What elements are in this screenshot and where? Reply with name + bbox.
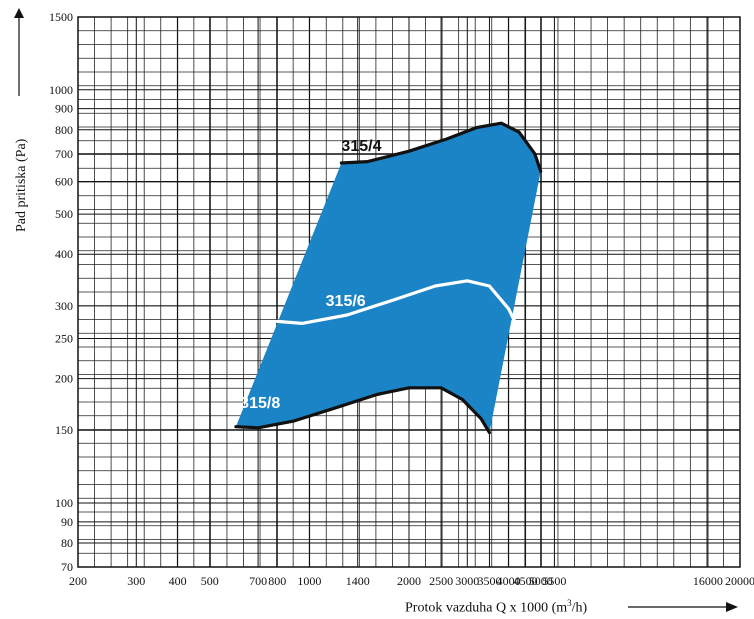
x-tick-label: 5500 bbox=[542, 574, 566, 588]
x-tick-label: 2500 bbox=[429, 574, 453, 588]
series-label-315-8: 315/8 bbox=[240, 395, 280, 412]
y-tick-label: 200 bbox=[55, 372, 73, 386]
y-tick-label: 90 bbox=[61, 515, 73, 529]
series-label-315-4: 315/4 bbox=[341, 138, 381, 155]
x-axis-title-sup: 3 bbox=[567, 598, 572, 608]
x-tick-label: 16000 bbox=[693, 574, 723, 588]
y-tick-label: 80 bbox=[61, 536, 73, 550]
y-tick-label: 800 bbox=[55, 123, 73, 137]
operating-area bbox=[235, 123, 541, 433]
operating-area-fill bbox=[235, 123, 541, 433]
y-tick-label: 400 bbox=[55, 247, 73, 261]
y-tick-label: 150 bbox=[55, 423, 73, 437]
x-tick-label: 400 bbox=[169, 574, 187, 588]
x-axis-title-main: Protok vazduha Q x 1000 (m bbox=[405, 600, 568, 616]
x-axis-arrow-icon bbox=[628, 602, 738, 612]
x-tick-labels: 200 300 400 500 700 800 1000 1400 2000 2500 300035… bbox=[69, 574, 754, 588]
x-tick-label: 800 bbox=[268, 574, 286, 588]
y-tick-labels: 70 80 90 100 150 200 250 300 400 500 600 700 800 900 1… bbox=[49, 10, 73, 574]
series-line-315-6 bbox=[275, 279, 521, 332]
series-layer bbox=[234, 121, 543, 435]
x-tick-label: 20000 bbox=[725, 574, 754, 588]
series-label-315-6: 315/6 bbox=[326, 293, 366, 310]
x-tick-label: 200 bbox=[69, 574, 87, 588]
y-axis-arrow-icon bbox=[14, 8, 24, 96]
x-tick-label: 3500 bbox=[477, 574, 501, 588]
plot-frame bbox=[77, 16, 741, 568]
x-tick-label: 3000 bbox=[455, 574, 479, 588]
y-tick-label: 500 bbox=[55, 207, 73, 221]
x-axis-title: Protok vazduha Q x 1000 (m3/h) bbox=[405, 598, 587, 617]
plot-border bbox=[77, 16, 741, 568]
x-tick-label: 1000 bbox=[297, 574, 321, 588]
y-tick-label: 250 bbox=[55, 332, 73, 346]
y-tick-label: 70 bbox=[61, 560, 73, 574]
y-tick-label: 700 bbox=[55, 147, 73, 161]
y-tick-label: 900 bbox=[55, 102, 73, 116]
series-line-315-4 bbox=[339, 121, 543, 173]
x-tick-label: 5000 bbox=[529, 574, 553, 588]
x-tick-label: 4000 bbox=[497, 574, 521, 588]
series-labels: 315/4 315/6 315/8 bbox=[240, 138, 381, 412]
y-axis-title: Pad pritiska (Pa) bbox=[14, 138, 29, 232]
y-tick-label: 1500 bbox=[49, 10, 73, 24]
x-tick-label: 1400 bbox=[346, 574, 370, 588]
x-tick-label: 2000 bbox=[397, 574, 421, 588]
x-tick-label: 4500 bbox=[514, 574, 538, 588]
y-tick-label: 100 bbox=[55, 496, 73, 510]
series-line-315-8 bbox=[234, 386, 491, 435]
y-tick-label: 300 bbox=[55, 299, 73, 313]
x-tick-label: 700 bbox=[249, 574, 267, 588]
x-tick-label: 500 bbox=[201, 574, 219, 588]
y-tick-label: 1000 bbox=[49, 83, 73, 97]
x-axis-title-tail: /h) bbox=[571, 600, 588, 616]
y-tick-label: 600 bbox=[55, 174, 73, 188]
x-tick-label: 300 bbox=[127, 574, 145, 588]
